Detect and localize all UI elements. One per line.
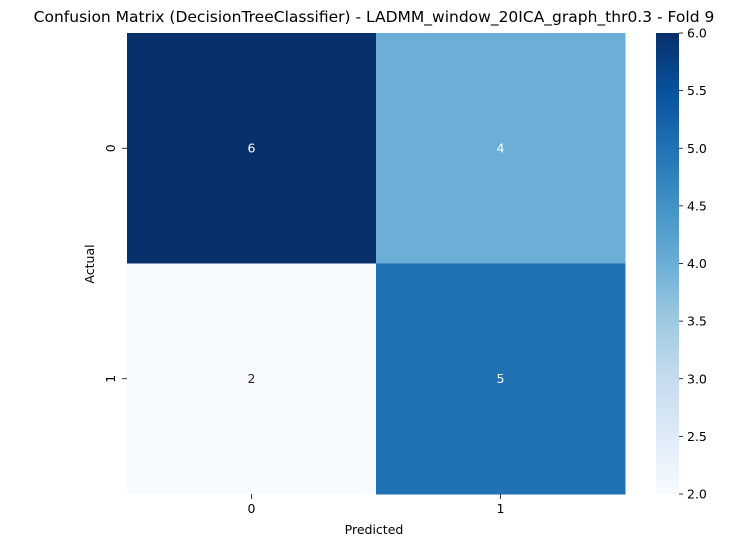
x-tick-label-0: 0 xyxy=(248,501,256,516)
colorbar xyxy=(656,33,679,494)
y-axis-label: Actual xyxy=(82,244,97,283)
y-tick-label-0: 0 xyxy=(103,144,118,152)
colorbar-tick-label-2: 3.0 xyxy=(687,371,707,386)
chart-title: Confusion Matrix (DecisionTreeClassifier… xyxy=(34,8,715,27)
heatmap-cell-r0-c0 xyxy=(127,33,377,264)
colorbar-tick-label-4: 4.0 xyxy=(687,256,707,271)
colorbar-tick-label-0: 2.0 xyxy=(687,487,707,502)
colorbar-tick-label-6: 5.0 xyxy=(687,141,707,156)
x-axis-label: Predicted xyxy=(345,522,404,537)
colorbar-tick-label-7: 5.5 xyxy=(687,83,707,98)
colorbar-tick-label-1: 2.5 xyxy=(687,429,707,444)
cell-value-r0-c0: 6 xyxy=(248,140,256,155)
cell-value-r1-c0: 2 xyxy=(248,371,256,386)
colorbar-tick-label-3: 3.5 xyxy=(687,314,707,329)
heatmap-cell-r0-c1 xyxy=(376,33,626,264)
y-axis-ticks: 01 xyxy=(103,144,127,383)
colorbar-tick-label-5: 4.5 xyxy=(687,198,707,213)
y-tick-label-1: 1 xyxy=(103,375,118,383)
heatmap-cells xyxy=(127,33,626,495)
cell-value-r0-c1: 4 xyxy=(497,140,505,155)
colorbar-ticks: 2.0 2.5 3.0 3.5 4.0 4.5 5.0 5.5 6.0 xyxy=(679,26,707,502)
x-tick-label-1: 1 xyxy=(497,501,505,516)
heatmap-cell-r1-c1 xyxy=(376,263,626,495)
colorbar-tick-label-8: 6.0 xyxy=(687,26,707,41)
heatmap-cell-labels: 6 4 2 5 xyxy=(248,140,505,386)
heatmap-cell-r1-c0 xyxy=(127,263,377,495)
cell-value-r1-c1: 5 xyxy=(497,371,505,386)
